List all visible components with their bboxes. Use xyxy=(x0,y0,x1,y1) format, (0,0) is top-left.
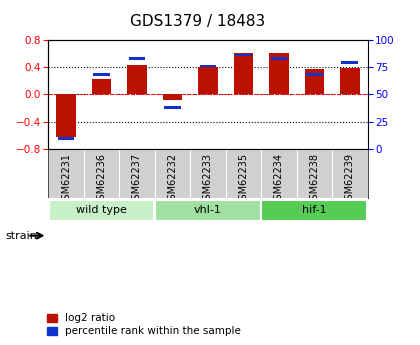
Text: GSM62237: GSM62237 xyxy=(132,153,142,206)
Text: GSM62239: GSM62239 xyxy=(345,153,355,206)
Text: GDS1379 / 18483: GDS1379 / 18483 xyxy=(130,14,265,29)
Text: hif-1: hif-1 xyxy=(302,205,327,215)
Bar xyxy=(304,69,324,95)
Text: GSM62236: GSM62236 xyxy=(97,153,107,206)
Bar xyxy=(93,73,110,76)
Text: GSM62233: GSM62233 xyxy=(203,153,213,206)
Bar xyxy=(163,95,182,100)
Text: wild type: wild type xyxy=(76,205,127,215)
Bar xyxy=(92,79,111,95)
Bar xyxy=(269,53,289,95)
Bar xyxy=(198,67,218,95)
Text: GSM62232: GSM62232 xyxy=(168,153,177,206)
Bar xyxy=(234,53,253,95)
Bar xyxy=(127,65,147,95)
Legend: log2 ratio, percentile rank within the sample: log2 ratio, percentile rank within the s… xyxy=(47,313,241,336)
Bar xyxy=(58,137,74,140)
Bar xyxy=(164,106,181,109)
FancyBboxPatch shape xyxy=(155,200,261,221)
Bar xyxy=(56,95,76,137)
FancyBboxPatch shape xyxy=(262,200,367,221)
Bar xyxy=(129,57,145,60)
Text: GSM62231: GSM62231 xyxy=(61,153,71,206)
Bar xyxy=(200,65,216,67)
Text: vhl-1: vhl-1 xyxy=(194,205,222,215)
Bar xyxy=(270,57,287,60)
Bar xyxy=(306,73,323,76)
Bar xyxy=(340,68,360,95)
Text: GSM62238: GSM62238 xyxy=(309,153,319,206)
FancyBboxPatch shape xyxy=(49,200,154,221)
Text: GSM62234: GSM62234 xyxy=(274,153,284,206)
Bar xyxy=(341,61,358,64)
Bar xyxy=(235,53,252,56)
Text: GSM62235: GSM62235 xyxy=(239,153,248,206)
Text: strain: strain xyxy=(5,231,37,240)
